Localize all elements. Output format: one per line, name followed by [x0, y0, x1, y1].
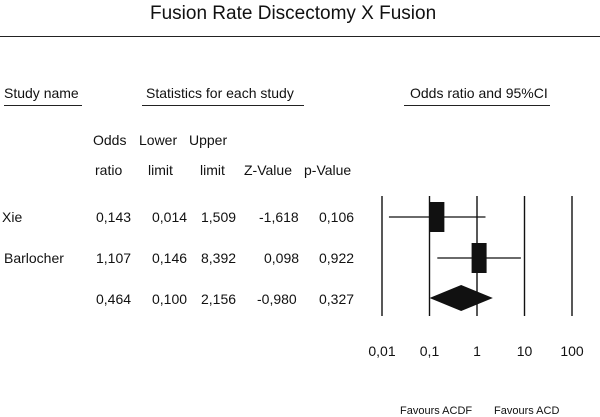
header-upper-limit-line2: limit: [200, 162, 225, 178]
point-box-barlocher: [471, 243, 487, 273]
point-box-xie: [429, 202, 445, 232]
z-value-xie: -1,618: [259, 209, 299, 225]
upper-limit-xie: 1,509: [201, 209, 237, 225]
x-tick-label-3: 10: [517, 343, 533, 359]
lower-limit-xie: 0,014: [152, 209, 188, 225]
header-odds-ratio-line2: ratio: [95, 162, 123, 178]
header-statistics: Statistics for each study: [146, 85, 294, 101]
p-value-barlocher: 0,922: [319, 250, 355, 266]
title-rule: [0, 36, 600, 37]
z-value-barlocher: 0,098: [264, 250, 300, 266]
favours-right-label: Favours ACD: [494, 405, 560, 417]
x-tick-label-2: 1: [473, 343, 481, 359]
chart-title: Fusion Rate Discectomy X Fusion: [150, 3, 437, 24]
summary-diamond: [429, 285, 493, 311]
header-plot-rule: [404, 105, 550, 106]
study-name-barlocher: Barlocher: [4, 250, 64, 266]
x-tick-label-1: 0,1: [420, 343, 440, 359]
header-z-value: Z-Value: [244, 162, 292, 178]
odds-ratio-xie: 0,143: [96, 209, 132, 225]
odds-ratio-summary: 0,464: [96, 291, 132, 307]
upper-limit-summary: 2,156: [201, 291, 237, 307]
z-value-summary: -0,980: [257, 291, 297, 307]
header-odds-ratio-line1: Odds: [93, 132, 127, 148]
p-value-summary: 0,327: [319, 291, 355, 307]
header-upper-limit-line1: Upper: [189, 132, 228, 148]
x-tick-label-4: 100: [560, 343, 584, 359]
x-tick-label-0: 0,01: [368, 343, 395, 359]
header-study-name: Study name: [4, 85, 79, 101]
header-lower-limit-line1: Lower: [139, 132, 178, 148]
upper-limit-barlocher: 8,392: [201, 250, 237, 266]
odds-ratio-barlocher: 1,107: [96, 250, 132, 266]
header-p-value: p-Value: [304, 162, 352, 178]
lower-limit-barlocher: 0,146: [152, 250, 188, 266]
lower-limit-summary: 0,100: [152, 291, 188, 307]
p-value-xie: 0,106: [319, 209, 355, 225]
header-study-name-rule: [4, 105, 82, 106]
header-lower-limit-line2: limit: [148, 162, 173, 178]
favours-left-label: Favours ACDF: [400, 405, 473, 417]
header-statistics-rule: [142, 105, 304, 106]
study-name-xie: Xie: [2, 209, 23, 225]
header-plot: Odds ratio and 95%CI: [410, 85, 548, 101]
